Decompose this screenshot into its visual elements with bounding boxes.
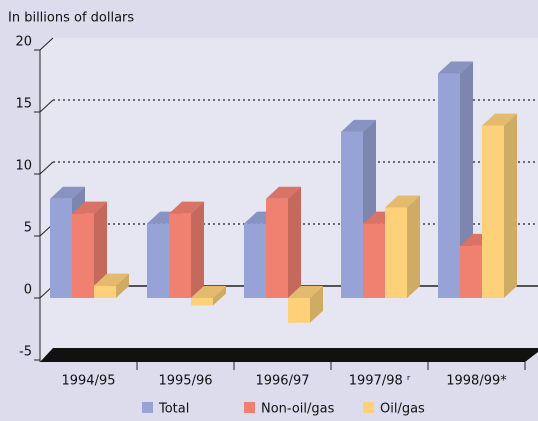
bar — [94, 273, 129, 298]
bar — [288, 286, 323, 323]
bar-top — [94, 273, 129, 286]
bar — [482, 113, 517, 298]
bar-top — [72, 201, 107, 214]
bar-top — [169, 201, 204, 214]
y-tick-label: 0 — [24, 283, 32, 298]
bar-side — [213, 286, 226, 306]
bar-side — [504, 113, 517, 298]
bar-side — [191, 201, 204, 298]
bar-side — [310, 286, 323, 323]
bar-front — [341, 131, 363, 298]
bar — [72, 201, 107, 298]
chart-title: In billions of dollars — [8, 11, 134, 26]
bar-side — [116, 273, 129, 298]
bar-front — [482, 125, 504, 298]
bar-top — [438, 61, 473, 74]
bar-top — [482, 113, 517, 126]
grid-edge — [39, 99, 54, 113]
bar-top — [385, 195, 420, 208]
y-tick-label: 20 — [15, 35, 32, 50]
x-tick-label: 1996/97 — [255, 374, 309, 389]
bar-side — [94, 201, 107, 298]
y-tick-label: -5 — [19, 345, 32, 360]
bar-top — [341, 119, 376, 132]
y-tick-label: 5 — [24, 221, 32, 236]
bar-top — [191, 286, 226, 298]
legend-label: Total — [158, 402, 189, 417]
bar — [385, 195, 420, 298]
bar-side — [288, 186, 301, 298]
bar-front — [288, 298, 310, 323]
bar — [266, 186, 301, 298]
bar-front — [191, 298, 213, 306]
axis-edge — [39, 37, 54, 51]
bar-front — [94, 285, 116, 298]
legend-label: Oil/gas — [380, 402, 425, 417]
legend-swatch — [244, 402, 255, 413]
floor — [40, 348, 538, 362]
y-tick-label: 15 — [15, 97, 32, 112]
y-tick-label: 10 — [15, 159, 32, 174]
x-tick-label: 1995/96 — [158, 374, 212, 389]
bar-front — [460, 245, 482, 298]
bar-front — [266, 198, 288, 298]
grid-edge — [39, 161, 54, 175]
bar — [191, 286, 226, 306]
x-tick-label: 1997/98 ʳ — [349, 374, 411, 389]
bar-front — [72, 213, 94, 298]
bar-front — [385, 207, 407, 298]
bar-front — [50, 198, 72, 298]
legend-swatch — [142, 402, 153, 413]
bar-front — [147, 223, 169, 298]
bar-side — [407, 195, 420, 298]
bar-top — [50, 186, 85, 199]
x-tick-label: 1994/95 — [61, 374, 115, 389]
bar-front — [169, 213, 191, 298]
bar-front — [363, 223, 385, 298]
bar — [169, 201, 204, 298]
bar-top — [266, 186, 301, 199]
bar-front — [244, 223, 266, 298]
legend-label: Non-oil/gas — [261, 402, 335, 417]
x-tick-label: 1998/99* — [446, 374, 507, 389]
bar-top — [288, 286, 323, 298]
legend-swatch — [363, 402, 374, 413]
bar-front — [438, 73, 460, 298]
